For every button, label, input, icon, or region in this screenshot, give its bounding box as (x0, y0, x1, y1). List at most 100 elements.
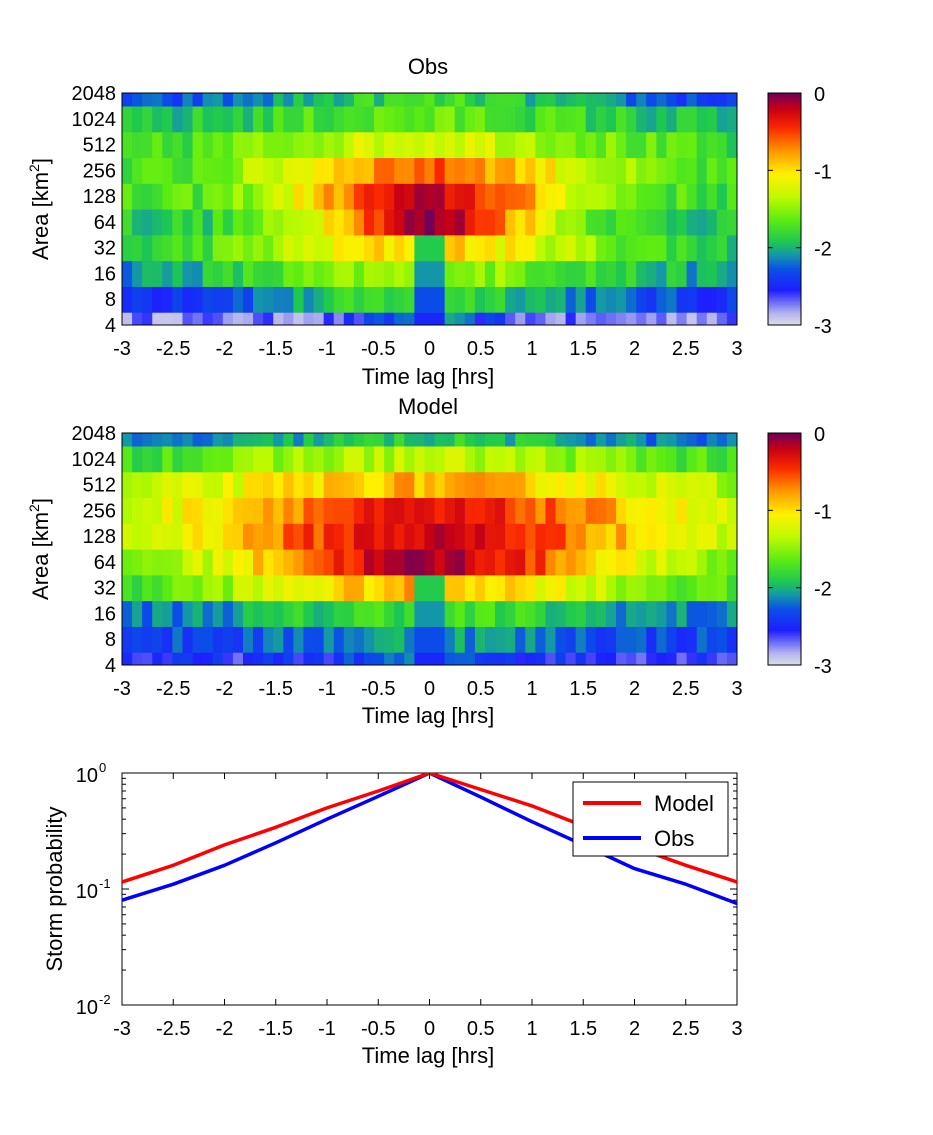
obs-y-tick: 2048 (72, 83, 117, 105)
obs-cell (585, 131, 597, 159)
model-cell (202, 445, 214, 473)
obs-cell (505, 286, 516, 313)
obs-cell (595, 286, 607, 313)
model-cell (535, 574, 547, 602)
model-cell (474, 471, 486, 499)
obs-cell (605, 234, 617, 262)
model-cell (525, 445, 536, 473)
obs-cell (212, 286, 224, 313)
obs-cell (565, 286, 577, 313)
obs-cell (676, 131, 688, 159)
obs-cell (676, 260, 688, 287)
model-cell (716, 433, 728, 447)
model-cell (323, 445, 335, 473)
obs-cell (253, 312, 264, 325)
obs-cell (444, 209, 456, 236)
model-cell (394, 574, 405, 602)
model-cell (434, 433, 446, 447)
model-cell (313, 549, 325, 576)
obs-cell (696, 105, 708, 133)
model-cell (232, 600, 244, 627)
model-cell (626, 549, 637, 576)
obs-cell (222, 183, 234, 210)
model-cell (283, 549, 294, 576)
obs-cell (464, 105, 476, 133)
obs-cell (666, 234, 678, 262)
model-cell (444, 445, 456, 473)
model-cell (263, 600, 274, 627)
obs-cell (575, 286, 587, 313)
model-cell (636, 433, 647, 447)
obs-cell (303, 93, 315, 107)
obs-cell (363, 312, 375, 325)
model-cell (333, 626, 345, 653)
model-cell (666, 471, 678, 499)
obs-cell (656, 105, 668, 133)
model-cell (212, 549, 224, 576)
model-cell (424, 445, 436, 473)
model-cell (555, 549, 567, 576)
obs-cell (323, 286, 335, 313)
obs-cell (464, 183, 476, 210)
model-cell (273, 626, 284, 653)
model-cell (626, 626, 637, 653)
obs-cell (646, 234, 657, 262)
obs-cell (666, 93, 678, 107)
model-cell (505, 549, 516, 576)
model-cell (333, 549, 345, 576)
model-cell (263, 445, 274, 473)
obs-cell (505, 260, 516, 287)
model-cell (172, 652, 184, 665)
obs-cell (374, 131, 385, 159)
model-cell (585, 549, 597, 576)
model-cell (202, 600, 214, 627)
obs-cell (474, 312, 486, 325)
model-y-tick: 16 (94, 603, 116, 625)
model-cell (172, 626, 184, 653)
model-cell (333, 652, 345, 665)
model-cell (555, 445, 567, 473)
model-cell (666, 574, 678, 602)
obs-cell (706, 260, 718, 287)
obs-cell (363, 183, 375, 210)
model-cell (616, 523, 627, 550)
model-cell (353, 497, 365, 524)
model-cell (263, 523, 274, 550)
obs-y-axis-label-sup: 2 (26, 164, 42, 172)
model-cell (706, 652, 718, 665)
model-cell (343, 574, 355, 602)
obs-cell (192, 312, 204, 325)
obs-cell (232, 209, 244, 236)
prob-y-tick: 10 (76, 997, 98, 1019)
model-cell (263, 497, 274, 524)
model-cell (363, 445, 375, 473)
obs-cell (616, 312, 627, 325)
model-cell (686, 433, 698, 447)
obs-cell (253, 93, 264, 107)
obs-cell (444, 157, 456, 184)
obs-cell (585, 183, 597, 210)
obs-cell (585, 260, 597, 287)
obs-y-tick: 1024 (72, 109, 117, 131)
obs-cell (595, 209, 607, 236)
obs-cell (505, 209, 516, 236)
model-cell (232, 652, 244, 665)
model-cell (716, 523, 728, 550)
model-cell (464, 549, 476, 576)
obs-cell (142, 183, 153, 210)
obs-cell (242, 157, 254, 184)
obs-cell (414, 312, 426, 325)
obs-colorbar (768, 93, 801, 325)
model-cell (616, 549, 627, 576)
obs-cell (122, 105, 133, 133)
model-cell (716, 574, 728, 602)
obs-cell (343, 260, 355, 287)
model-cell (363, 433, 375, 447)
obs-cell (515, 157, 526, 184)
obs-cell (212, 260, 224, 287)
model-cell (474, 626, 486, 653)
model-cell (605, 471, 617, 499)
obs-cell (575, 183, 587, 210)
obs-cell (505, 131, 516, 159)
model-cell (636, 549, 647, 576)
